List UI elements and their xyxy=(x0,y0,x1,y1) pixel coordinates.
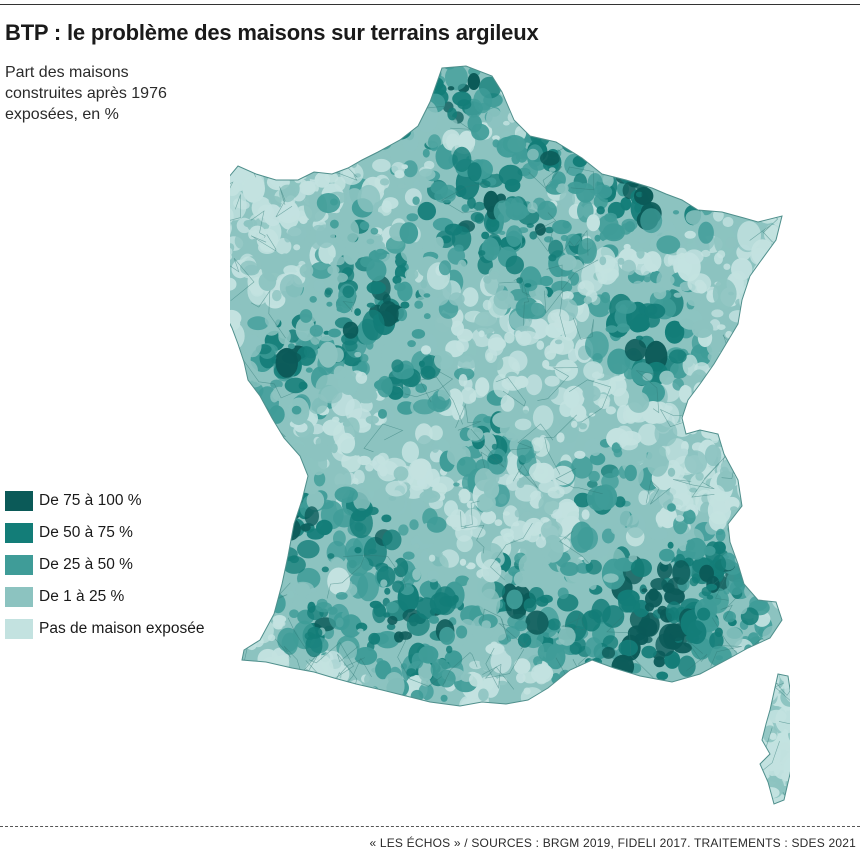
legend-label-75-100: De 75 à 100 % xyxy=(39,492,142,509)
legend-swatch-50-75 xyxy=(5,523,33,543)
legend-item-75-100: De 75 à 100 % xyxy=(5,485,245,517)
top-rule xyxy=(0,4,860,5)
legend-label-25-50: De 25 à 50 % xyxy=(39,556,133,573)
legend-swatch-none xyxy=(5,619,33,639)
map-legend: De 75 à 100 % De 50 à 75 % De 25 à 50 % … xyxy=(5,485,245,645)
legend-item-none: Pas de maison exposée xyxy=(5,613,245,645)
source-credit: « LES ÉCHOS » / SOURCES : BRGM 2019, FID… xyxy=(369,836,856,850)
mainland-fill xyxy=(230,66,782,706)
bottom-rule xyxy=(0,826,860,827)
legend-swatch-25-50 xyxy=(5,555,33,575)
france-map xyxy=(230,62,790,812)
legend-label-50-75: De 50 à 75 % xyxy=(39,524,133,541)
map-svg xyxy=(230,65,790,805)
legend-item-1-25: De 1 à 25 % xyxy=(5,581,245,613)
legend-item-25-50: De 25 à 50 % xyxy=(5,549,245,581)
legend-swatch-1-25 xyxy=(5,587,33,607)
legend-swatch-75-100 xyxy=(5,491,33,511)
legend-label-1-25: De 1 à 25 % xyxy=(39,588,125,605)
legend-item-50-75: De 50 à 75 % xyxy=(5,517,245,549)
map-title: BTP : le problème des maisons sur terrai… xyxy=(5,20,539,45)
map-subtitle: Part des maisons construites après 1976 … xyxy=(5,64,167,123)
legend-label-none: Pas de maison exposée xyxy=(39,620,205,637)
